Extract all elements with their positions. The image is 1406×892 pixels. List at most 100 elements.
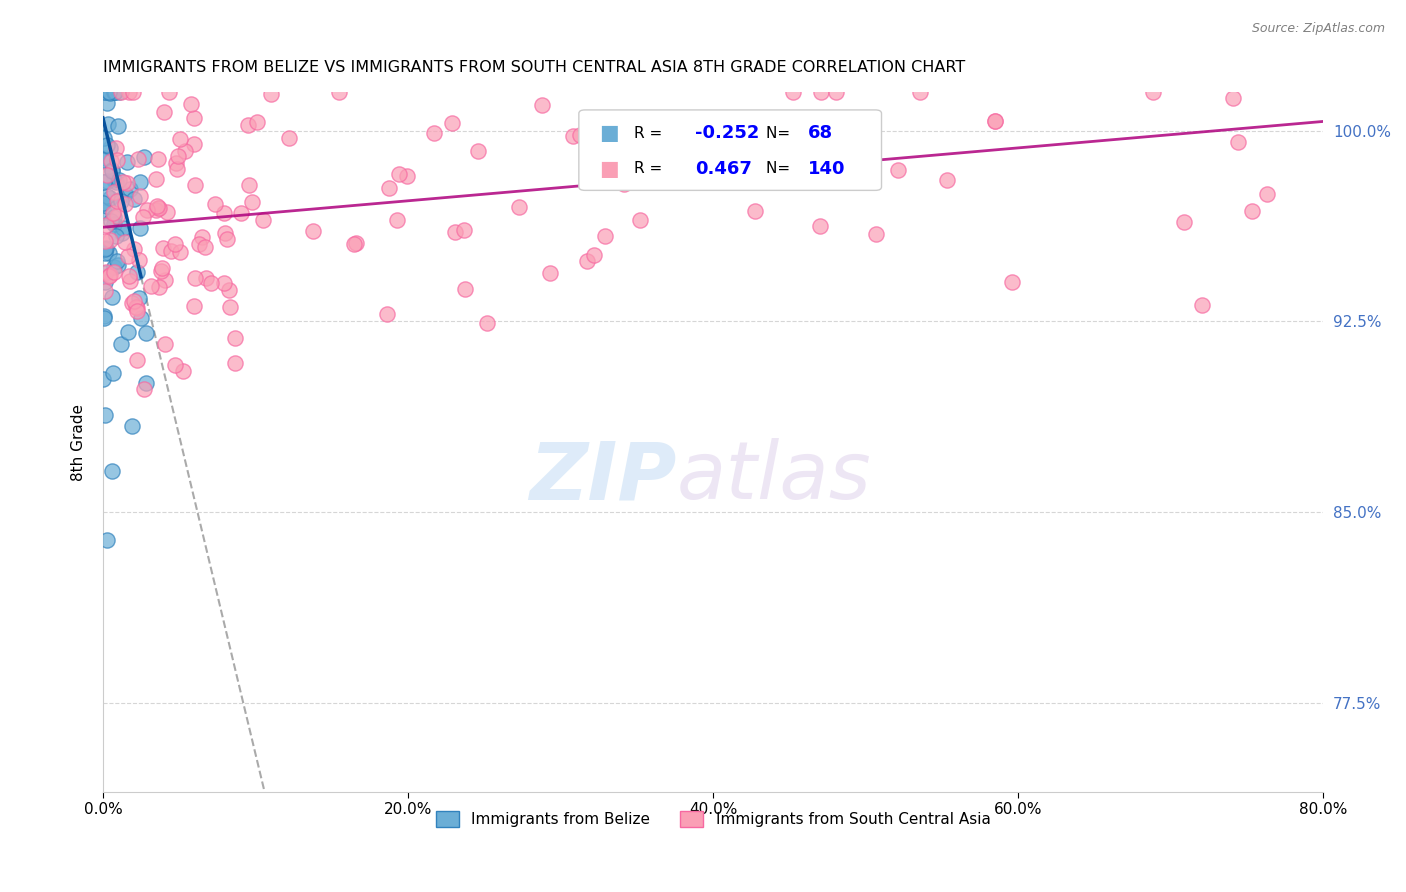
Point <box>125 300 148 314</box>
Text: R =: R = <box>634 126 666 141</box>
Point <box>204 196 226 211</box>
Point <box>132 151 155 165</box>
Point <box>252 212 274 227</box>
Point <box>105 175 128 189</box>
Point <box>97 246 120 260</box>
Point <box>146 202 169 216</box>
Point <box>135 376 157 390</box>
Point <box>104 86 127 100</box>
Point <box>134 382 156 396</box>
Point <box>240 195 263 210</box>
Point <box>110 337 132 351</box>
Point <box>94 266 117 280</box>
Point <box>278 130 301 145</box>
Point <box>238 178 260 192</box>
Point <box>184 178 207 193</box>
Point <box>103 185 125 199</box>
Point <box>110 194 132 208</box>
Point <box>808 219 831 233</box>
Point <box>91 372 114 386</box>
Point <box>153 273 176 287</box>
Point <box>127 152 149 166</box>
Point <box>1222 91 1244 105</box>
Point <box>100 153 122 168</box>
Point <box>200 276 222 290</box>
Point <box>93 86 115 100</box>
Point <box>744 203 766 218</box>
Point <box>1142 86 1164 100</box>
Point <box>246 115 269 129</box>
Point <box>1191 298 1213 312</box>
Point <box>108 86 131 100</box>
Text: atlas: atlas <box>676 438 872 516</box>
Point <box>129 310 152 325</box>
Point <box>441 116 464 130</box>
Point <box>136 202 159 217</box>
Text: ■: ■ <box>599 159 620 178</box>
Point <box>135 326 157 340</box>
Point <box>100 233 122 247</box>
Point <box>169 244 191 259</box>
Point <box>443 225 465 239</box>
Point <box>94 243 117 257</box>
Point <box>301 224 323 238</box>
Point <box>128 175 150 189</box>
Point <box>218 301 240 315</box>
Point <box>111 226 134 240</box>
Point <box>174 144 197 158</box>
Point <box>94 86 117 100</box>
Point <box>125 353 148 368</box>
Point <box>194 239 217 253</box>
Point <box>561 129 583 144</box>
Point <box>101 164 124 178</box>
Point <box>98 191 121 205</box>
Point <box>121 419 143 434</box>
Point <box>595 229 617 244</box>
Point <box>387 212 409 227</box>
Point <box>508 200 530 214</box>
Point <box>180 96 202 111</box>
Point <box>983 113 1005 128</box>
Point <box>98 141 121 155</box>
Point <box>183 112 205 126</box>
Point <box>101 366 124 380</box>
Text: -0.252: -0.252 <box>695 124 759 142</box>
Point <box>96 188 118 202</box>
Point <box>93 131 115 145</box>
Point <box>148 153 170 167</box>
Text: N=: N= <box>766 161 794 176</box>
Point <box>183 136 205 151</box>
Text: IMMIGRANTS FROM BELIZE VS IMMIGRANTS FROM SOUTH CENTRAL ASIA 8TH GRADE CORRELATI: IMMIGRANTS FROM BELIZE VS IMMIGRANTS FRO… <box>103 60 965 75</box>
Point <box>145 199 167 213</box>
Point <box>160 244 183 259</box>
Point <box>172 363 194 377</box>
Point <box>124 242 146 256</box>
Point <box>530 97 553 112</box>
Point <box>149 263 172 277</box>
Point <box>165 156 187 170</box>
Point <box>110 86 132 100</box>
Text: ZIP: ZIP <box>529 438 676 516</box>
Point <box>145 171 167 186</box>
Point <box>98 86 121 100</box>
Point <box>328 86 350 100</box>
Point <box>94 284 117 298</box>
Point <box>94 234 117 248</box>
Point <box>100 464 122 478</box>
Point <box>91 196 114 211</box>
Legend: Immigrants from Belize, Immigrants from South Central Asia: Immigrants from Belize, Immigrants from … <box>430 805 997 833</box>
Point <box>238 118 260 132</box>
Point <box>582 175 605 189</box>
Point <box>582 248 605 262</box>
Text: Source: ZipAtlas.com: Source: ZipAtlas.com <box>1251 22 1385 36</box>
Text: 140: 140 <box>808 160 846 178</box>
Point <box>148 201 170 215</box>
Point <box>105 153 128 167</box>
Point <box>103 217 125 231</box>
Point <box>117 155 139 169</box>
Point <box>190 230 212 244</box>
Point <box>343 236 366 251</box>
Point <box>103 86 125 100</box>
Point <box>97 117 120 131</box>
Point <box>166 149 188 163</box>
